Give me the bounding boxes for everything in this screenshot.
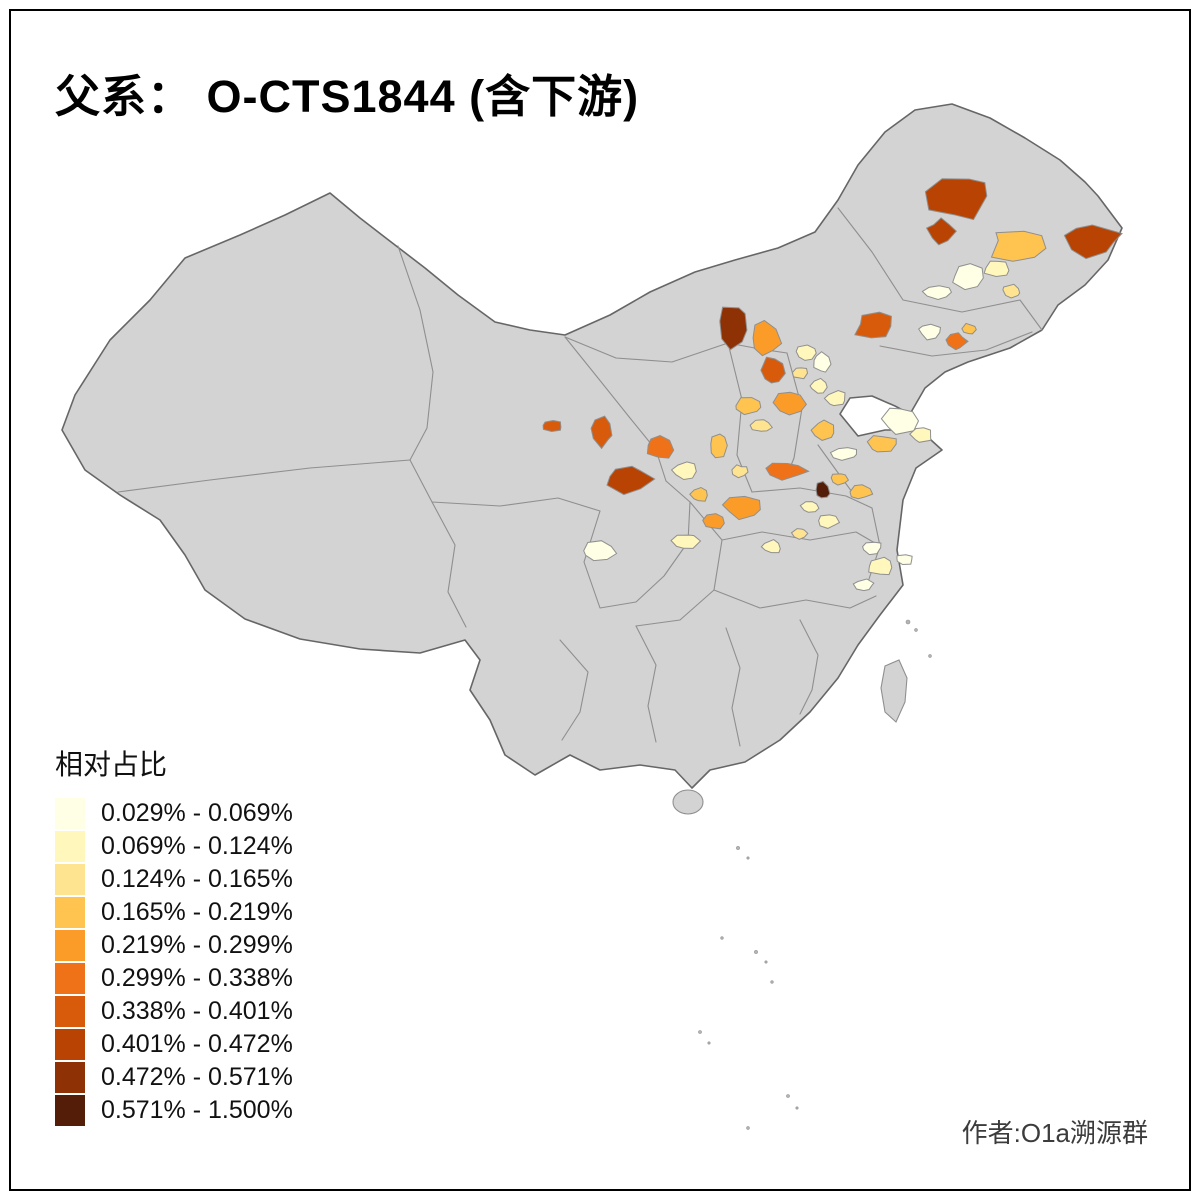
map-region-patch <box>760 539 781 554</box>
legend-item: 0.338% - 0.401% <box>55 995 293 1028</box>
map-region-patch <box>862 541 882 556</box>
map-region-patch <box>952 263 984 291</box>
map-region-patch <box>880 407 920 435</box>
map-region-patch <box>606 465 656 496</box>
map-region-patch <box>772 391 808 416</box>
legend-label: 0.219% - 0.299% <box>101 931 293 959</box>
author-credit: 作者:O1a溯源群 <box>961 1118 1148 1148</box>
map-region-patch <box>1063 224 1123 260</box>
map-region-patch <box>749 419 774 432</box>
legend-label: 0.472% - 0.571% <box>101 1063 293 1091</box>
map-region-patch <box>542 419 562 433</box>
map-region-patch <box>735 397 762 416</box>
map-region-patch <box>813 351 832 373</box>
legend-label: 0.401% - 0.472% <box>101 1030 293 1058</box>
legend-label: 0.069% - 0.124% <box>101 832 293 860</box>
map-region-patch <box>866 435 897 453</box>
map-patches <box>542 178 1123 592</box>
map-region-patch <box>868 556 893 576</box>
map-region-patch <box>765 462 810 481</box>
map-region-patch <box>854 311 892 339</box>
sea-islands <box>698 619 932 1130</box>
map-region-patch <box>760 356 786 384</box>
map-region-patch <box>583 540 618 562</box>
legend-label: 0.029% - 0.069% <box>101 799 293 827</box>
map-region-patch <box>924 178 988 221</box>
legend-item: 0.165% - 0.219% <box>55 896 293 929</box>
legend-item: 0.401% - 0.472% <box>55 1028 293 1061</box>
legend-swatch <box>55 963 85 994</box>
map-region-patch <box>823 389 846 407</box>
map-region-patch <box>719 306 748 351</box>
map-region-patch <box>721 495 761 521</box>
map-region-patch <box>710 433 728 459</box>
legend-swatch <box>55 930 85 961</box>
map-region-patch <box>670 461 697 481</box>
hainan-island <box>672 789 704 815</box>
legend: 相对占比 0.029% - 0.069% 0.069% - 0.124% 0.124… <box>55 743 293 1127</box>
map-region-patch <box>795 344 817 361</box>
legend-items: 0.029% - 0.069% 0.069% - 0.124% 0.124% - 0… <box>55 797 293 1127</box>
map-region-patch <box>670 534 702 549</box>
taiwan-island <box>880 659 908 723</box>
legend-item: 0.472% - 0.571% <box>55 1061 293 1094</box>
map-region-patch <box>731 464 749 479</box>
map-region-patch <box>799 501 820 513</box>
map-region-patch <box>925 217 957 246</box>
legend-swatch <box>55 1062 85 1093</box>
map-region-patch <box>1002 283 1021 299</box>
legend-swatch <box>55 1095 85 1126</box>
legend-item: 0.571% - 1.500% <box>55 1094 293 1127</box>
legend-swatch <box>55 1029 85 1060</box>
legend-label: 0.299% - 0.338% <box>101 964 293 992</box>
legend-swatch <box>55 864 85 895</box>
legend-item: 0.299% - 0.338% <box>55 962 293 995</box>
legend-label: 0.165% - 0.219% <box>101 898 293 926</box>
legend-item: 0.219% - 0.299% <box>55 929 293 962</box>
map-region-patch <box>818 514 841 529</box>
map-region-patch <box>809 377 828 394</box>
legend-item: 0.124% - 0.165% <box>55 863 293 896</box>
map-region-patch <box>945 332 969 351</box>
map-region-patch <box>646 434 675 459</box>
map-region-patch <box>590 415 613 450</box>
map-region-patch <box>849 484 874 500</box>
legend-label: 0.338% - 0.401% <box>101 997 293 1025</box>
map-region-patch <box>791 367 809 380</box>
legend-label: 0.124% - 0.165% <box>101 865 293 893</box>
legend-swatch <box>55 996 85 1027</box>
map-region-patch <box>918 323 942 341</box>
map-region-patch <box>815 480 831 499</box>
map-region-patch <box>909 427 932 443</box>
map-region-patch <box>702 513 725 530</box>
map-region-patch <box>961 322 977 335</box>
map-region-patch <box>752 319 783 357</box>
legend-label: 0.571% - 1.500% <box>101 1096 293 1124</box>
map-region-patch <box>896 554 913 566</box>
map-region-patch <box>829 447 858 461</box>
map-region-patch <box>790 528 809 540</box>
legend-swatch <box>55 831 85 862</box>
legend-swatch <box>55 798 85 829</box>
map-region-patch <box>983 260 1010 278</box>
legend-item: 0.069% - 0.124% <box>55 830 293 863</box>
legend-title: 相对占比 <box>55 749 168 780</box>
map-region-patch <box>830 473 850 486</box>
map-region-patch <box>990 230 1047 262</box>
map-title: 父系： O-CTS1844 (含下游) <box>55 71 640 122</box>
map-region-patch <box>921 285 953 301</box>
map-region-patch <box>689 486 708 502</box>
legend-swatch <box>55 897 85 928</box>
legend-item: 0.029% - 0.069% <box>55 797 293 830</box>
map-region-patch <box>810 419 835 441</box>
map-region-patch <box>852 578 875 592</box>
